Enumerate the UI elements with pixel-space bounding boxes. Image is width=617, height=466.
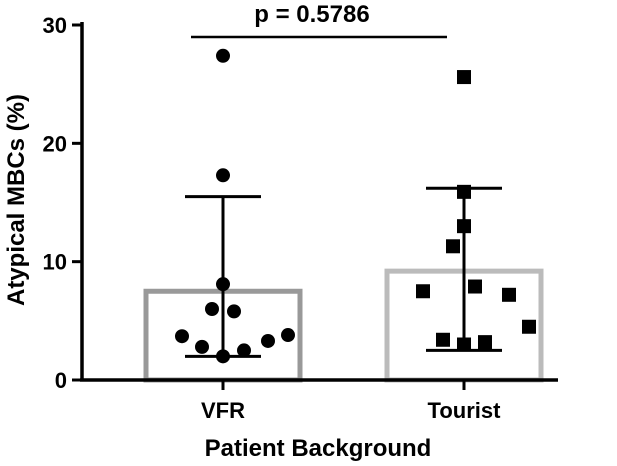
data-point xyxy=(416,284,430,299)
data-point xyxy=(478,335,492,350)
y-ticks: 0 10 20 30 xyxy=(43,13,82,393)
x-tick-label: Tourist xyxy=(428,398,502,423)
data-point xyxy=(205,302,219,316)
x-tick-label: VFR xyxy=(201,398,245,423)
data-point xyxy=(261,333,275,348)
x-ticks: VFR Tourist xyxy=(201,380,501,423)
data-point xyxy=(468,279,482,294)
data-point xyxy=(522,319,536,334)
data-point xyxy=(216,168,230,183)
y-tick-label: 20 xyxy=(43,131,67,156)
data-point xyxy=(237,343,251,358)
data-point xyxy=(436,332,450,347)
data-point xyxy=(502,287,516,302)
data-point xyxy=(281,328,295,343)
plot-area xyxy=(143,48,544,383)
data-point xyxy=(446,239,460,254)
data-point xyxy=(457,219,471,234)
x-axis-title: Patient Background xyxy=(205,435,432,462)
data-point xyxy=(175,329,189,344)
p-value-label: p = 0.5786 xyxy=(254,1,369,28)
axes xyxy=(80,22,558,382)
significance-annotation: p = 0.5786 xyxy=(191,1,447,39)
data-point xyxy=(457,70,471,85)
data-point xyxy=(457,184,471,199)
data-point xyxy=(216,349,230,364)
data-point xyxy=(227,304,241,319)
data-point xyxy=(216,277,230,292)
data-point xyxy=(216,48,230,63)
data-point xyxy=(457,337,471,352)
y-tick-label: 10 xyxy=(43,250,67,275)
y-tick-label: 30 xyxy=(43,13,67,38)
data-point xyxy=(195,339,209,354)
y-axis-title: Atypical MBCs (%) xyxy=(3,94,30,306)
y-tick-label: 0 xyxy=(55,368,67,393)
